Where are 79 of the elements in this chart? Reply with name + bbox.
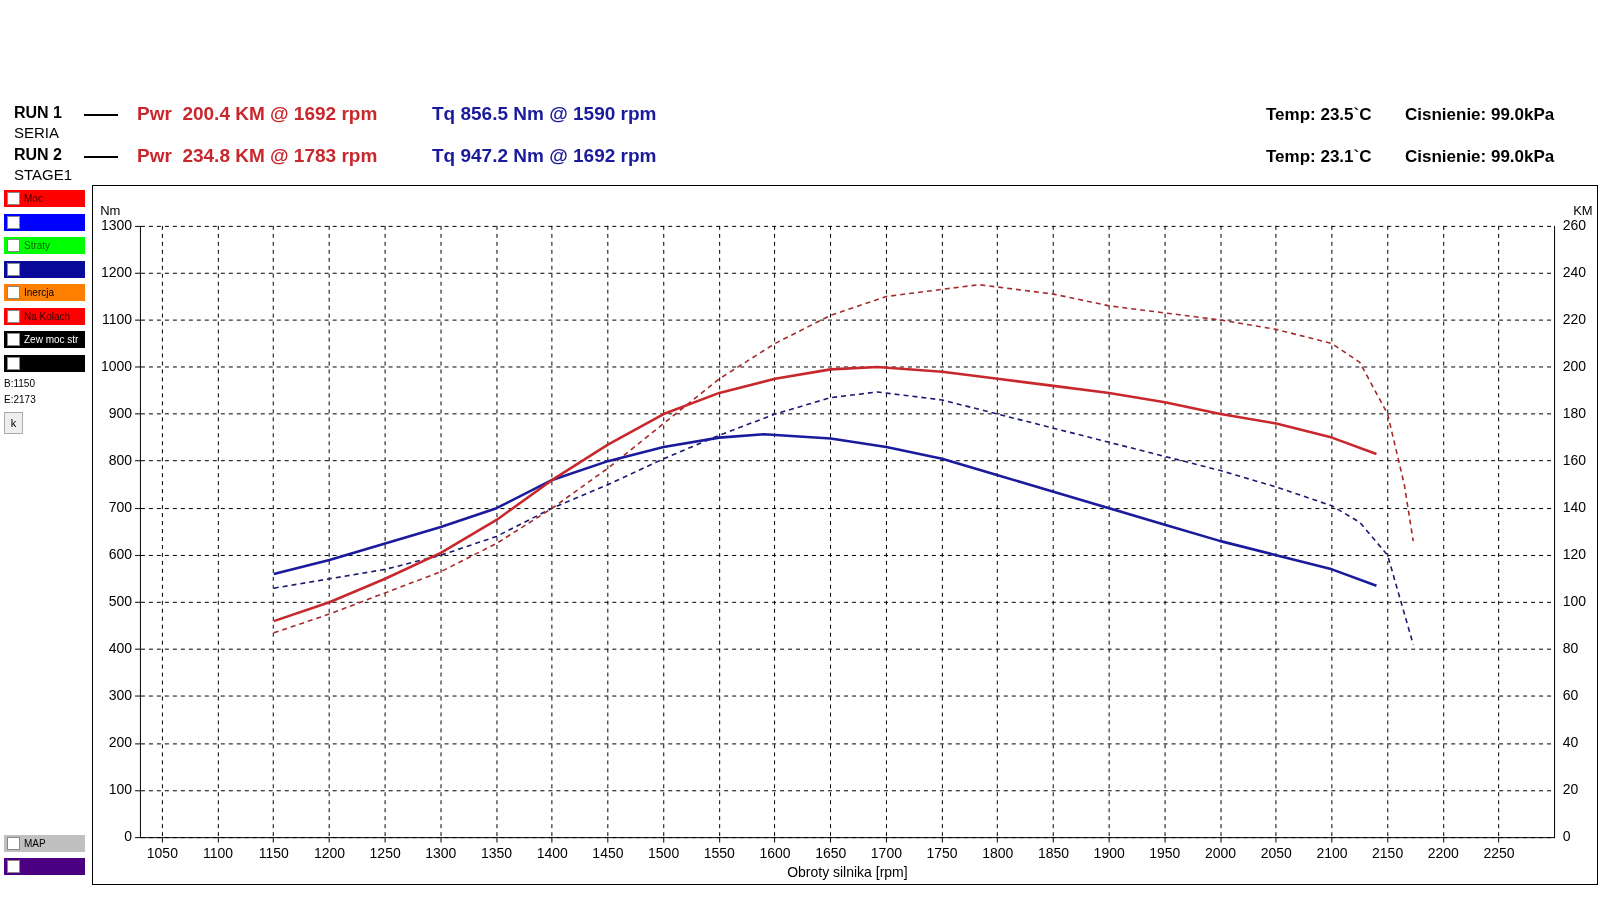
y-tick-label: 1200 bbox=[100, 263, 133, 280]
text: Moc bbox=[24, 193, 43, 204]
y2-tick-label: 80 bbox=[1562, 640, 1579, 657]
y2-tick-label: 240 bbox=[1562, 263, 1587, 280]
text: RUN 1 bbox=[14, 104, 63, 122]
y-tick-label: 400 bbox=[108, 640, 133, 657]
text: k bbox=[4, 412, 23, 434]
x-tick-label: 2200 bbox=[1427, 844, 1460, 861]
text: Pwr 234.8 KM @ 1783 rpm bbox=[137, 145, 378, 167]
x-tick-label: 2000 bbox=[1204, 844, 1237, 861]
x-tick-label: 2250 bbox=[1483, 844, 1515, 861]
y2-tick-label: 220 bbox=[1562, 310, 1587, 327]
y-tick-label: 800 bbox=[108, 451, 133, 468]
y-tick-label: 300 bbox=[108, 687, 133, 704]
text: Temp: 23.5`C bbox=[1266, 105, 1372, 125]
x-tick-label: 1050 bbox=[146, 844, 179, 861]
y-tick-label: 500 bbox=[108, 593, 133, 610]
y2-tick-label: 180 bbox=[1562, 404, 1587, 421]
y2-tick-label: 100 bbox=[1562, 593, 1587, 610]
x-tick-label: 1300 bbox=[425, 844, 457, 861]
y-tick-label: 1300 bbox=[100, 216, 133, 233]
y2-tick-label: 40 bbox=[1562, 734, 1579, 751]
y2-axis-title: KM bbox=[1573, 203, 1593, 218]
y2-tick-label: 140 bbox=[1562, 499, 1587, 516]
x-tick-label: 1750 bbox=[926, 844, 958, 861]
y2-tick-label: 200 bbox=[1562, 357, 1587, 374]
text: Zew moc str bbox=[24, 334, 79, 345]
y-tick-label: 0 bbox=[124, 828, 133, 845]
y2-tick-label: 0 bbox=[1562, 828, 1571, 845]
y-tick-label: 900 bbox=[108, 404, 133, 421]
y-tick-label: 700 bbox=[108, 499, 133, 516]
text: Na Kolach bbox=[24, 310, 71, 322]
text: MAP bbox=[24, 838, 46, 849]
line-series bbox=[272, 283, 1415, 634]
y2-tick-label: 260 bbox=[1562, 216, 1587, 233]
y-axis-title: Nm bbox=[100, 203, 121, 218]
x-tick-label: 1200 bbox=[313, 844, 346, 861]
text: Cisnienie: 99.0kPa bbox=[1405, 105, 1555, 125]
x-tick-label: 1600 bbox=[759, 844, 791, 861]
text: Cisnienie: 99.0kPa bbox=[1405, 147, 1555, 167]
x-tick-label: 1150 bbox=[258, 844, 289, 861]
x-tick-label: 1250 bbox=[369, 844, 401, 861]
x-tick-label: 1650 bbox=[815, 844, 847, 861]
x-tick-label: 1900 bbox=[1093, 844, 1125, 861]
text: B:1150 bbox=[4, 378, 35, 389]
x-tick-label: 1400 bbox=[536, 844, 568, 861]
x-tick-label: 1800 bbox=[982, 844, 1014, 861]
text: Inercja bbox=[24, 287, 55, 298]
x-tick-label: 1950 bbox=[1149, 844, 1181, 861]
x-tick-label: 1500 bbox=[648, 844, 680, 861]
x-tick-label: 1350 bbox=[480, 844, 513, 861]
text: Tq 856.5 Nm @ 1590 rpm bbox=[432, 103, 657, 125]
text: STAGE1 bbox=[14, 166, 73, 183]
y-tick-label: 200 bbox=[108, 734, 133, 751]
text: RUN 2 bbox=[14, 146, 63, 164]
x-tick-label: 2050 bbox=[1260, 844, 1293, 861]
y-tick-label: 1100 bbox=[102, 310, 133, 327]
text: Straty bbox=[24, 240, 51, 251]
text: Tq 947.2 Nm @ 1692 rpm bbox=[432, 145, 657, 167]
y2-tick-label: 160 bbox=[1562, 451, 1587, 468]
x-tick-label: 1850 bbox=[1037, 844, 1070, 861]
y2-tick-label: 60 bbox=[1562, 687, 1579, 704]
x-tick-label: 1450 bbox=[592, 844, 624, 861]
y2-tick-label: 120 bbox=[1562, 546, 1587, 563]
y-tick-label: 600 bbox=[108, 546, 133, 563]
x-tick-label: 1550 bbox=[703, 844, 736, 861]
y-tick-label: 100 bbox=[108, 781, 133, 798]
x-axis-title: Obroty silnika [rpm] bbox=[787, 864, 908, 881]
x-tick-label: 2100 bbox=[1316, 844, 1348, 861]
x-tick-label: 2150 bbox=[1372, 844, 1404, 861]
y2-tick-label: 20 bbox=[1562, 781, 1579, 798]
text: Pwr 200.4 KM @ 1692 rpm bbox=[137, 103, 378, 125]
text: E:2173 bbox=[4, 394, 36, 405]
line-series bbox=[272, 391, 1415, 646]
y-tick-label: 1000 bbox=[100, 357, 133, 374]
x-tick-label: 1100 bbox=[203, 844, 234, 861]
text: SERIA bbox=[14, 124, 60, 141]
text: Temp: 23.1`C bbox=[1266, 147, 1372, 167]
x-tick-label: 1700 bbox=[870, 844, 903, 861]
